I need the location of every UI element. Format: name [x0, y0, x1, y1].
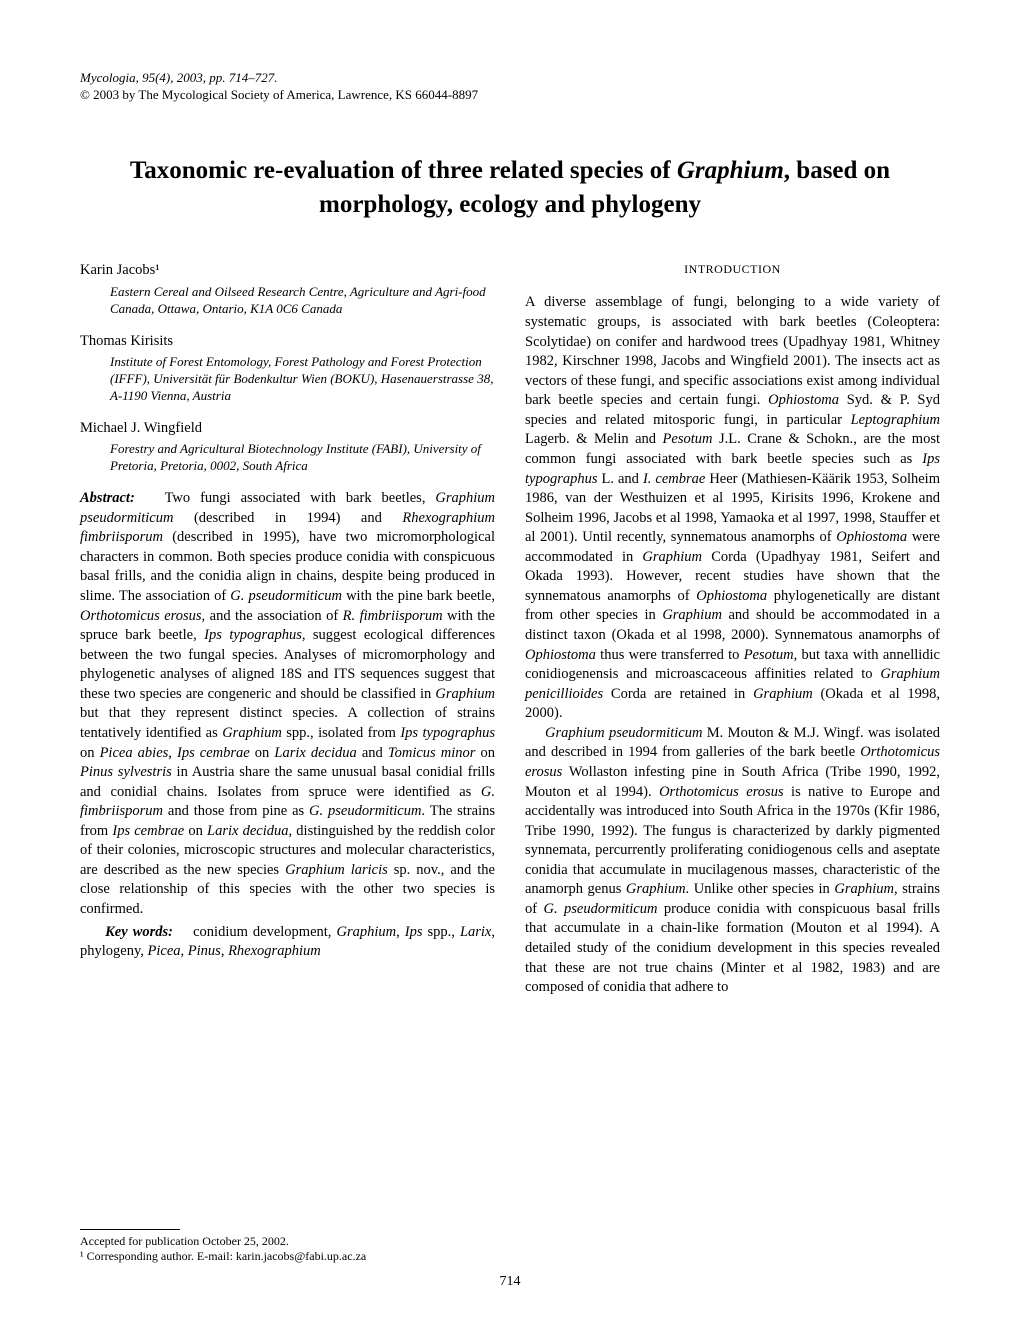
copyright: © 2003 by The Mycological Society of Ame…	[80, 87, 940, 104]
accepted-date: Accepted for publication October 25, 200…	[80, 1234, 480, 1250]
left-column: Karin Jacobs¹ Eastern Cereal and Oilseed…	[80, 261, 495, 997]
journal-citation: Mycologia, 95(4), 2003, pp. 714–727.	[80, 70, 940, 87]
author-2-affiliation: Institute of Forest Entomology, Forest P…	[110, 354, 495, 405]
article-title: Taxonomic re-evaluation of three related…	[80, 154, 940, 222]
abstract: Abstract: Two fungi associated with bark…	[80, 489, 495, 919]
author-3-affiliation: Forestry and Agricultural Biotechnology …	[110, 441, 495, 475]
right-column: INTRODUCTION A diverse assemblage of fun…	[525, 261, 940, 997]
content-columns: Karin Jacobs¹ Eastern Cereal and Oilseed…	[80, 261, 940, 997]
intro-paragraph-2: Graphium pseudormiticum M. Mouton & M.J.…	[525, 724, 940, 998]
corresponding-author: ¹ Corresponding author. E-mail: karin.ja…	[80, 1249, 480, 1265]
author-1-affiliation: Eastern Cereal and Oilseed Research Cent…	[110, 284, 495, 318]
footer-rule	[80, 1229, 180, 1230]
author-3-name: Michael J. Wingfield	[80, 419, 495, 439]
introduction-heading: INTRODUCTION	[525, 261, 940, 277]
footer: Accepted for publication October 25, 200…	[80, 1229, 480, 1265]
author-2-name: Thomas Kirisits	[80, 332, 495, 352]
author-1-name: Karin Jacobs¹	[80, 261, 495, 281]
keywords-label: Key words:	[105, 924, 173, 940]
journal-header: Mycologia, 95(4), 2003, pp. 714–727. © 2…	[80, 70, 940, 104]
abstract-label: Abstract:	[80, 490, 135, 506]
keywords: Key words: conidium development, Graphiu…	[80, 923, 495, 962]
page-number: 714	[500, 1274, 521, 1290]
intro-paragraph-1: A diverse assemblage of fungi, belonging…	[525, 293, 940, 723]
